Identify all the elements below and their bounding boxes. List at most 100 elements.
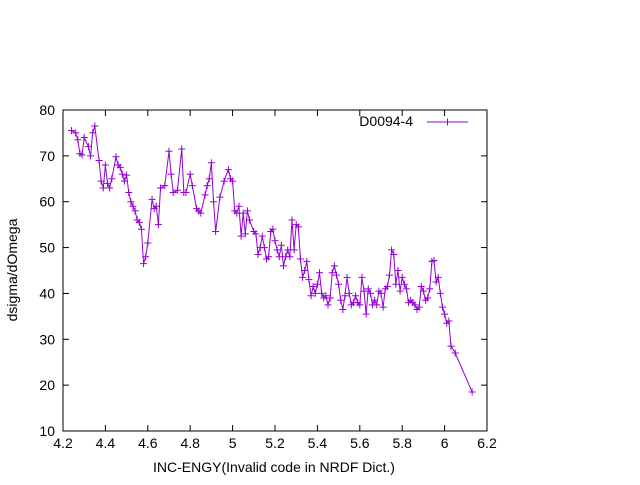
data-point-marker [157, 184, 165, 192]
data-point-marker [233, 209, 241, 217]
data-point-marker [311, 289, 319, 297]
data-point-marker [67, 127, 75, 135]
data-point-marker [243, 207, 251, 215]
data-point-marker [343, 273, 351, 281]
data-point-marker [210, 198, 218, 206]
data-point-marker [307, 292, 315, 300]
data-point-marker [294, 223, 302, 231]
data-point-marker [371, 296, 379, 304]
data-point-marker [301, 267, 309, 274]
data-point-marker [144, 239, 152, 247]
y-axis-label: dsigma/dOmega [4, 218, 20, 321]
data-point-marker [212, 228, 220, 236]
data-point-marker [468, 388, 476, 396]
data-point-marker [201, 191, 209, 199]
data-point-marker [438, 303, 446, 311]
data-point-marker [275, 253, 283, 261]
data-point-marker [432, 278, 440, 286]
data-point-marker [260, 244, 268, 252]
data-point-marker [313, 280, 321, 288]
data-point-marker [305, 276, 313, 284]
data-point-marker [89, 129, 97, 137]
x-axis-label: INC-ENGY(Invalid code in NRDF Dict.) [153, 459, 395, 475]
data-point-marker [398, 273, 406, 281]
data-point-marker [97, 177, 105, 185]
x-tick-label: 6.2 [477, 435, 497, 451]
x-tick-label: 4.8 [180, 435, 200, 451]
data-point-marker [284, 246, 292, 254]
data-point-marker [377, 289, 385, 297]
data-point-marker [152, 202, 160, 210]
data-point-marker [95, 156, 103, 164]
data-point-marker [335, 280, 343, 288]
data-point-marker [239, 209, 247, 217]
data-point-marker [118, 170, 126, 178]
data-point-marker [447, 342, 455, 350]
data-point-marker [434, 273, 442, 281]
data-point-marker [360, 287, 368, 295]
plot-area: 4.2 4.4 4.6 4.8 5 5.2 5.4 5.6 5.8 6 6.2 10 20 30 40 50 6… [39, 102, 497, 451]
data-point-marker [186, 170, 194, 178]
data-point-marker [129, 202, 137, 210]
data-point-marker [131, 207, 139, 215]
data-point-marker [154, 221, 162, 229]
data-point-marker [390, 250, 398, 258]
y-tick-label: 70 [39, 148, 55, 164]
data-point-marker [417, 283, 425, 291]
data-point-marker [309, 283, 317, 291]
data-point-marker [237, 232, 245, 240]
data-point-marker [205, 175, 213, 183]
data-point-marker [290, 246, 298, 254]
data-point-marker [332, 271, 340, 279]
data-point-marker [84, 143, 92, 151]
data-point-marker [436, 289, 444, 297]
data-point-marker [318, 289, 326, 297]
data-point-marker [364, 285, 372, 293]
data-point-marker [142, 253, 150, 261]
data-point-marker [120, 177, 128, 185]
x-tick-label: 5.8 [392, 435, 412, 451]
data-point-marker [101, 161, 109, 169]
data-point-marker [392, 280, 400, 288]
data-point-marker [173, 186, 181, 194]
data-point-marker [358, 273, 366, 281]
y-tick-label: 80 [39, 102, 55, 118]
x-tick-label: 4.2 [53, 435, 73, 451]
data-point-marker [165, 147, 173, 155]
data-point-marker [373, 301, 381, 309]
data-point-marker [445, 317, 453, 325]
data-point-marker [362, 310, 370, 318]
data-point-marker [341, 292, 349, 300]
data-point-marker [203, 182, 211, 190]
data-point-marker [339, 305, 347, 313]
data-point-marker [254, 250, 262, 258]
data-point-marker [330, 262, 338, 270]
x-tick-label: 6 [441, 435, 449, 451]
y-tick-label: 30 [39, 331, 55, 347]
data-point-marker [394, 267, 402, 274]
data-point-marker [296, 255, 304, 263]
data-point-marker [430, 256, 438, 264]
data-point-marker [400, 280, 408, 288]
data-point-marker [235, 202, 243, 210]
data-point-marker [271, 237, 279, 245]
data-point-marker [197, 209, 205, 217]
x-tick-label: 5.4 [308, 435, 328, 451]
data-point-marker [356, 301, 364, 309]
data-point-marker [80, 134, 88, 142]
data-point-marker [178, 145, 186, 153]
data-point-marker [78, 151, 86, 159]
data-point-marker [345, 289, 353, 297]
data-point-marker [402, 285, 410, 293]
data-point-marker [366, 289, 374, 297]
data-point-marker [419, 287, 427, 295]
data-point-marker [383, 283, 391, 291]
data-point-marker [337, 296, 345, 304]
data-point-marker [125, 189, 133, 197]
x-tick-label: 5.6 [350, 435, 370, 451]
data-point-marker [277, 241, 285, 249]
data-point-marker [424, 294, 432, 302]
